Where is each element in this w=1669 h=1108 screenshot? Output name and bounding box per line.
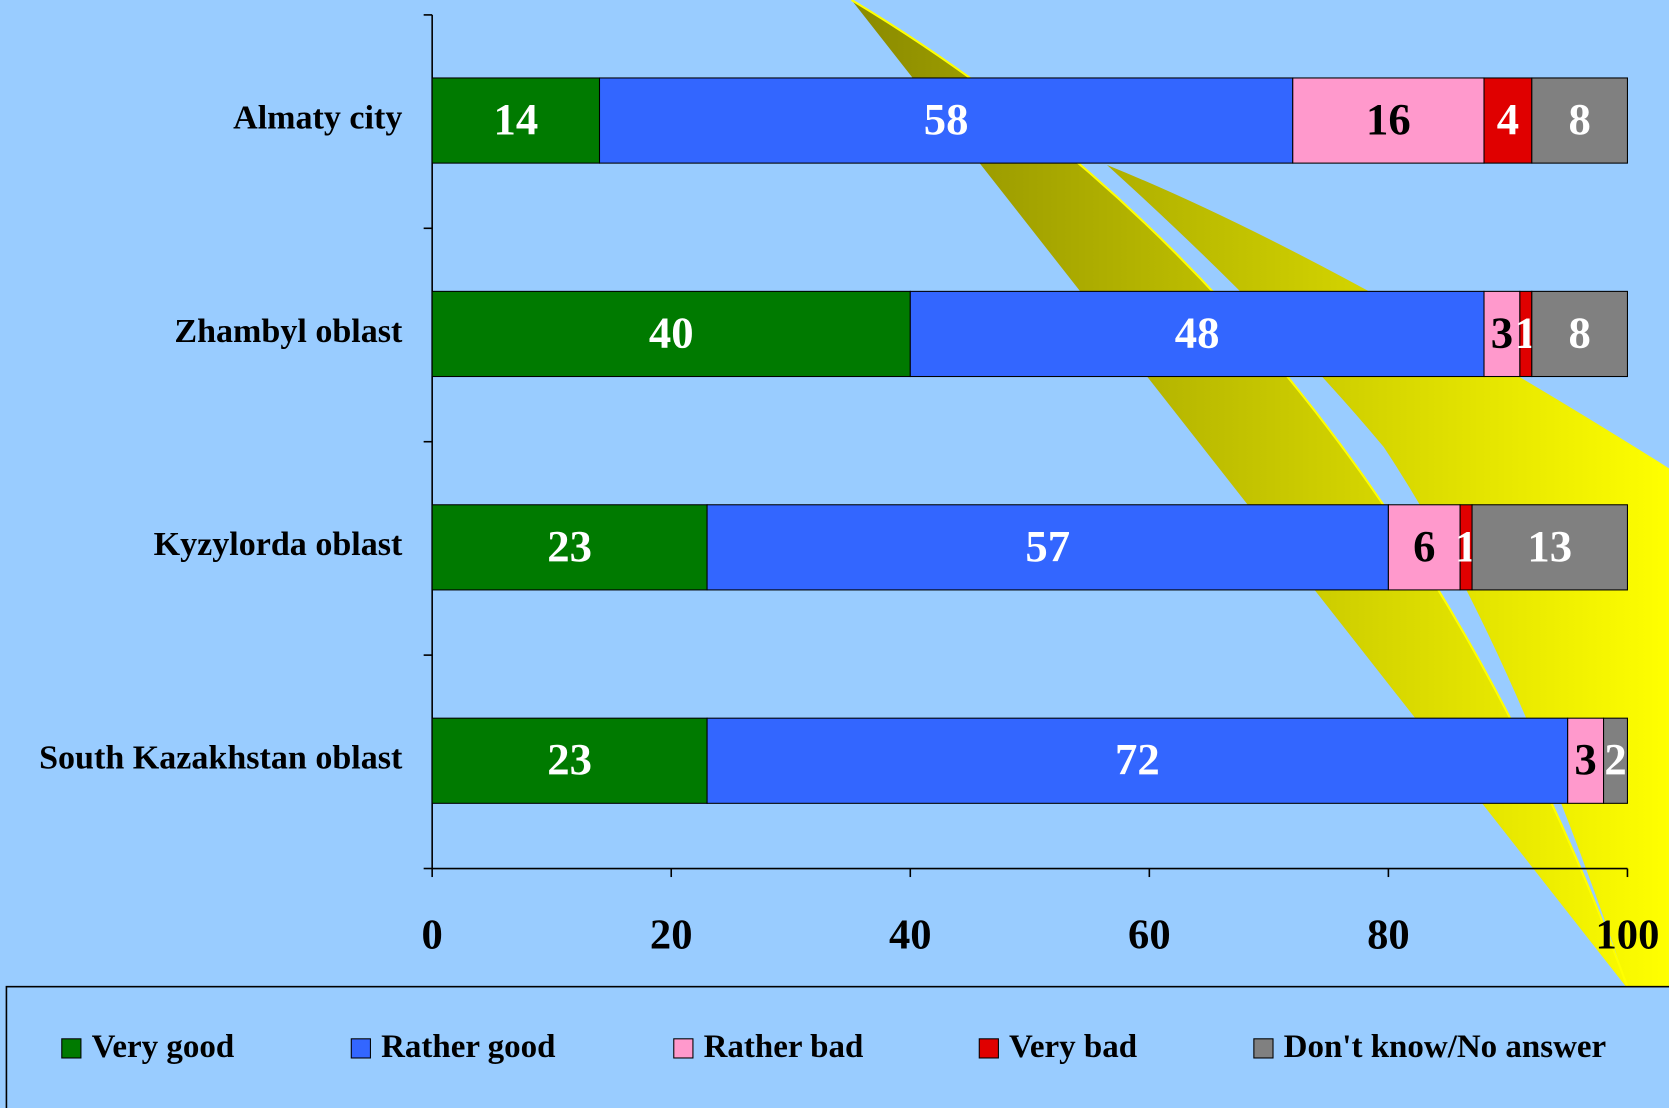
- legend-swatch: [350, 1038, 371, 1059]
- bar-segment: [909, 290, 1485, 378]
- legend-swatch: [978, 1038, 999, 1059]
- x-tick-label: 100: [1596, 912, 1660, 959]
- x-tick-label: 20: [650, 912, 693, 959]
- legend-label: Rather good: [381, 1029, 555, 1065]
- value-label: 8: [1568, 307, 1590, 357]
- bar-segment: [1531, 290, 1628, 378]
- value-label: 13: [1527, 521, 1572, 571]
- bar-segment: [1603, 717, 1628, 804]
- bar-segment: [598, 77, 1294, 164]
- category-label: Almaty city: [233, 99, 402, 136]
- value-label: 14: [493, 94, 538, 144]
- legend-label: Don't know/No answer: [1284, 1029, 1607, 1065]
- value-label: 48: [1175, 307, 1220, 357]
- bar-segment: [1483, 290, 1521, 378]
- value-label: 4: [1497, 94, 1519, 144]
- bar-segment: [431, 290, 911, 378]
- bar-segment: [1387, 504, 1461, 591]
- value-label: 3: [1574, 734, 1596, 784]
- bar-segment: [431, 717, 708, 804]
- value-label: 58: [924, 94, 969, 144]
- legend-swatch: [673, 1038, 694, 1059]
- x-tick-label: 40: [889, 912, 932, 959]
- legend-label: Very good: [92, 1029, 235, 1065]
- value-label: 8: [1568, 94, 1590, 144]
- value-label: 3: [1491, 307, 1513, 357]
- value-label: 6: [1413, 521, 1435, 571]
- category-label: South Kazakhstan oblast: [39, 740, 403, 777]
- value-label: 40: [649, 307, 694, 357]
- x-tick-label: 80: [1367, 912, 1410, 959]
- value-label: 23: [547, 734, 592, 784]
- x-tick-label: 0: [422, 912, 443, 959]
- bar-segment: [1567, 717, 1605, 804]
- category-label: Zhambyl oblast: [174, 313, 403, 350]
- bar-segment: [706, 717, 1569, 804]
- bar-segment: [1471, 504, 1628, 591]
- legend-label: Very bad: [1009, 1029, 1137, 1065]
- category-label: Kyzylorda oblast: [154, 526, 403, 563]
- bar-segment: [706, 504, 1389, 591]
- value-label: 16: [1366, 94, 1411, 144]
- value-label: 23: [547, 521, 592, 571]
- x-tick-label: 60: [1128, 912, 1171, 959]
- legend-swatch: [61, 1038, 82, 1059]
- bar-segment: [431, 504, 708, 591]
- value-label: 72: [1115, 734, 1160, 784]
- value-label: 57: [1025, 521, 1070, 571]
- legend-swatch: [1253, 1038, 1274, 1059]
- legend-label: Rather bad: [704, 1029, 864, 1065]
- value-label: 2: [1604, 734, 1626, 784]
- bar-segment: [1531, 77, 1628, 164]
- bar-segment: [1292, 77, 1485, 164]
- bar-segment: [1483, 77, 1533, 164]
- legend-box: [5, 985, 1669, 1108]
